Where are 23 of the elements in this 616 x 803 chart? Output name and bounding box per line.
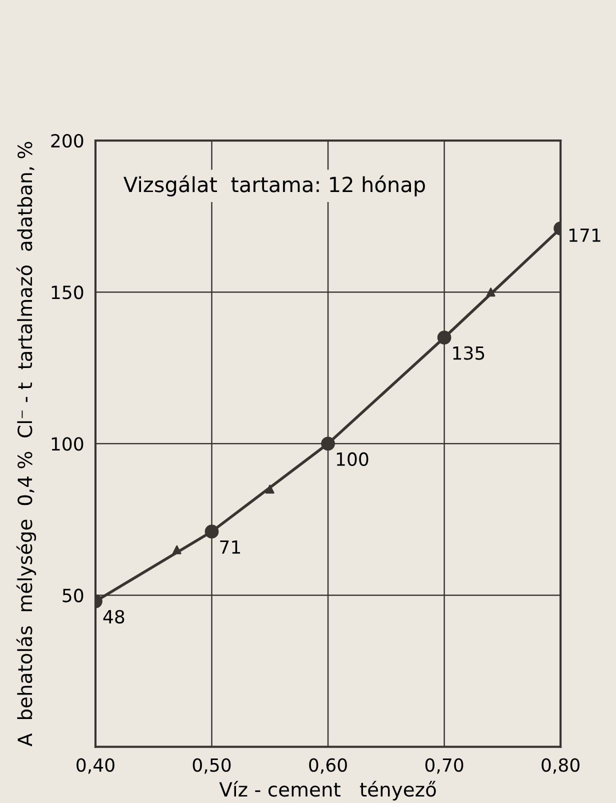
y-tick-label: 200 bbox=[51, 134, 84, 148]
x-tick-label: 0,70 bbox=[425, 758, 464, 774]
x-tick-label: 0,60 bbox=[309, 758, 347, 774]
point bbox=[204, 524, 219, 539]
annotation: Vizsgálat tartama: 12 hónap bbox=[124, 175, 425, 196]
data-label: 100 bbox=[336, 452, 368, 466]
y-tick-label: 50 bbox=[62, 588, 84, 602]
point bbox=[321, 436, 335, 451]
data-label: 71 bbox=[220, 540, 240, 554]
data-label: 48 bbox=[103, 610, 124, 624]
y-tick-label: 150 bbox=[52, 286, 84, 300]
point bbox=[172, 545, 182, 554]
point bbox=[265, 484, 274, 494]
x-axis-title: Víz - cement tényező bbox=[219, 780, 436, 801]
data-label: 135 bbox=[453, 346, 484, 360]
data-label: 171 bbox=[569, 228, 600, 242]
point bbox=[486, 288, 496, 297]
point bbox=[437, 330, 452, 345]
y-tick-label: 100 bbox=[52, 437, 84, 451]
x-tick-label: 0,50 bbox=[192, 758, 231, 774]
y-axis-title: A behatolás mélysége 0,4 % Cl⁻ - t tartalmazó adatban, % bbox=[16, 142, 36, 746]
x-tick-label: 0,40 bbox=[76, 758, 114, 774]
x-tick-label: 0,80 bbox=[542, 758, 580, 774]
